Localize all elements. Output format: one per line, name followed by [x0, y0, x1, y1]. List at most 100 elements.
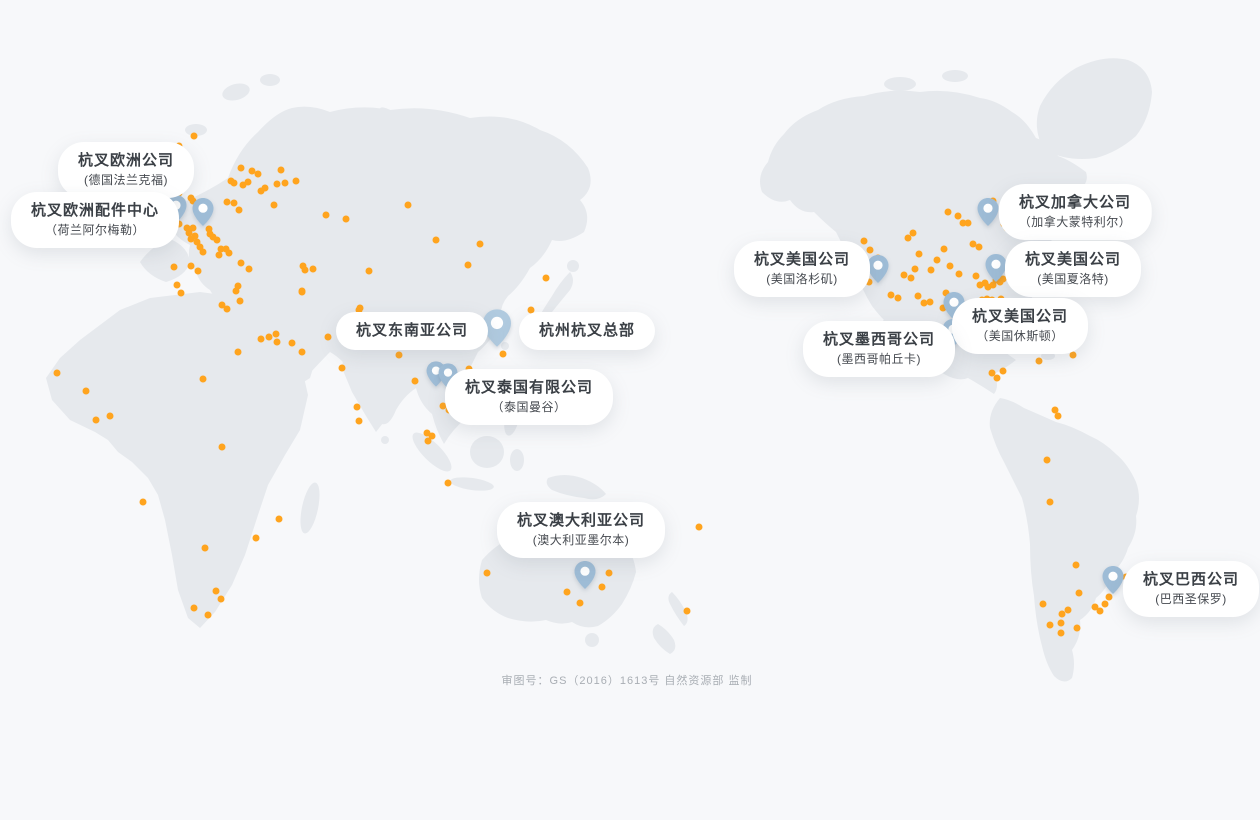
pin-usa-la[interactable] — [866, 254, 890, 284]
dealer-dot — [191, 232, 199, 240]
dealer-dot — [975, 243, 983, 251]
dealer-dot — [1035, 357, 1043, 365]
region-svalbard — [222, 83, 250, 101]
dealer-dot — [273, 180, 281, 188]
pin-usa-charlotte[interactable] — [984, 253, 1008, 283]
dealer-dot — [695, 523, 703, 531]
dealer-dot — [942, 289, 950, 297]
dealer-dot — [464, 261, 472, 269]
map-pin-icon — [977, 198, 999, 226]
dealer-dot — [894, 294, 902, 302]
dealer-dot — [395, 351, 403, 359]
dealer-dot — [1058, 610, 1066, 618]
dealer-dot — [915, 250, 923, 258]
dealer-dot — [964, 219, 972, 227]
dealer-dot — [353, 403, 361, 411]
location-label-subtitle: （美国休斯顿） — [976, 329, 1064, 343]
dealer-dot — [1091, 603, 1099, 611]
region-borneo — [470, 436, 504, 468]
dealer-dot — [939, 304, 947, 312]
dealer-dot — [944, 208, 952, 216]
dealer-dot — [1101, 600, 1109, 608]
dealer-dot — [298, 287, 306, 295]
location-label-title: 杭叉巴西公司 — [1142, 571, 1240, 588]
dealer-dot — [576, 599, 584, 607]
location-label-subtitle: （加拿大蒙特利尔） — [1018, 215, 1132, 229]
dealer-dot — [1057, 619, 1065, 627]
dealer-dot — [439, 402, 447, 410]
location-label-usa-la: 杭叉美国公司 (美国洛杉矶) — [733, 241, 871, 297]
dealer-dot — [298, 348, 306, 356]
dealer-dot — [292, 177, 300, 185]
location-label-brazil: 杭叉巴西公司 (巴西圣保罗) — [1122, 561, 1260, 617]
pin-australia[interactable] — [573, 560, 597, 590]
pin-hq-hangzhou[interactable] — [481, 308, 513, 348]
dealer-dot — [499, 350, 507, 358]
dealer-dot — [139, 498, 147, 506]
dealer-dot — [209, 233, 217, 241]
dealer-dot — [223, 198, 231, 206]
dealer-dot — [230, 199, 238, 207]
dealer-dot — [946, 262, 954, 270]
location-label-subtitle: （荷兰阿尔梅勒） — [44, 223, 146, 237]
region-arctic-canada-1 — [884, 77, 916, 91]
region-new-guinea — [546, 475, 606, 500]
region-nz-south — [652, 624, 676, 654]
location-label-title: 杭叉欧洲公司 — [77, 152, 175, 169]
dealer-dot — [248, 167, 256, 175]
location-label-title: 杭叉美国公司 — [753, 251, 851, 268]
continent-africa — [46, 292, 308, 628]
dealer-dot — [301, 266, 309, 274]
dealer-dot — [217, 245, 225, 253]
map-pin-icon — [574, 561, 596, 589]
dealer-dot — [175, 220, 183, 228]
dealer-dot — [914, 292, 922, 300]
dealer-dot — [999, 367, 1007, 375]
continent-north-america — [760, 90, 1087, 395]
location-label-title: 杭叉泰国有限公司 — [464, 379, 594, 396]
dealer-dot — [234, 348, 242, 356]
dealer-dot — [444, 479, 452, 487]
region-iberia — [140, 238, 190, 282]
dealer-dot — [173, 281, 181, 289]
dealer-dot — [984, 283, 992, 291]
dealer-dot — [324, 333, 332, 341]
dealer-dot — [988, 369, 996, 377]
dealer-dot — [954, 212, 962, 220]
location-label-title: 杭叉加拿大公司 — [1018, 194, 1132, 211]
dealer-dot — [959, 219, 967, 227]
dealer-dot — [217, 595, 225, 603]
dealer-dot — [213, 236, 221, 244]
dealer-dot — [244, 178, 252, 186]
pin-europe[interactable] — [191, 197, 215, 227]
dealer-dot — [542, 274, 550, 282]
dealer-dot — [270, 201, 278, 209]
dealer-dot — [53, 369, 61, 377]
dealer-dot — [237, 259, 245, 267]
dealer-dot — [527, 306, 535, 314]
dealer-dot — [866, 246, 874, 254]
map-attribution: 审图号：GS（2016）1613号 自然资源部 监制 — [501, 675, 753, 687]
dealer-dot — [423, 429, 431, 437]
location-label-subtitle: （泰国曼谷） — [491, 400, 567, 414]
region-srilanka — [381, 436, 389, 444]
location-label-europe-parts: 杭叉欧洲配件中心 （荷兰阿尔梅勒） — [10, 192, 180, 248]
pin-canada[interactable] — [976, 197, 1000, 227]
location-label-subtitle: (美国夏洛特) — [1037, 272, 1109, 286]
dealer-dot — [993, 374, 1001, 382]
dealer-dot — [411, 377, 419, 385]
dealer-dot — [193, 238, 201, 246]
dealer-dot — [299, 262, 307, 270]
dealer-dot — [281, 179, 289, 187]
dealer-dot — [365, 267, 373, 275]
dealer-dot — [106, 412, 114, 420]
location-label-title: 杭叉欧洲配件中心 — [30, 202, 160, 219]
dealer-dot — [222, 245, 230, 253]
dealer-dot — [338, 364, 346, 372]
dealer-dot — [235, 206, 243, 214]
dealer-dot — [189, 224, 197, 232]
pin-brazil[interactable] — [1101, 565, 1125, 595]
location-label-mexico: 杭叉墨西哥公司 (墨西哥帕丘卡) — [802, 321, 956, 377]
